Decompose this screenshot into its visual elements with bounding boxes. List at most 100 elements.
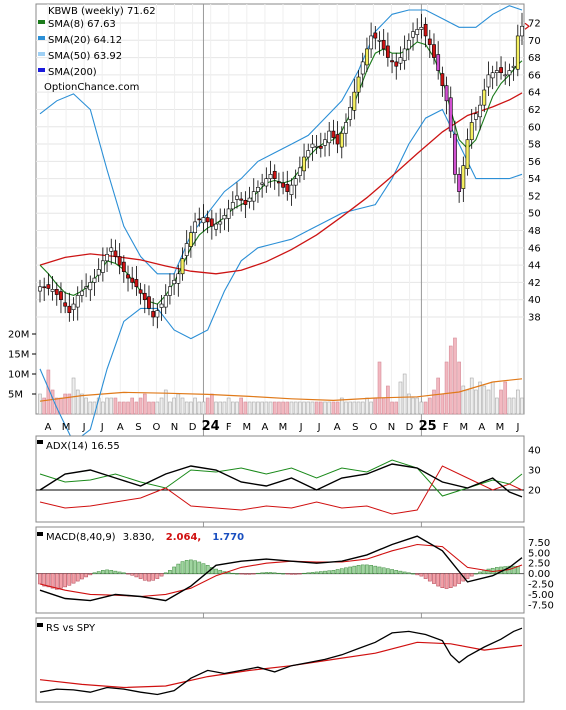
candle-body	[377, 39, 382, 42]
adx-line	[39, 463, 523, 498]
candle-body	[92, 277, 97, 283]
candle-body	[465, 139, 470, 170]
macd-histogram-bar	[92, 572, 97, 574]
volume-bar	[38, 393, 42, 415]
legend-swatch-sma8	[38, 20, 45, 24]
volume-bar	[453, 337, 457, 415]
candle-body	[461, 165, 466, 189]
macd-histogram-bar	[130, 573, 135, 576]
macd-tick-label: 7.50	[528, 538, 550, 549]
candle-body	[117, 256, 122, 266]
macd-histogram-bar	[411, 573, 415, 575]
macd-histogram-bar	[214, 568, 218, 574]
macd-histogram-bar	[432, 573, 436, 584]
volume-bar	[335, 401, 340, 415]
macd-histogram-bar	[184, 560, 189, 574]
macd-histogram-bar	[38, 573, 42, 585]
candle-body	[67, 305, 72, 314]
volume-bar	[289, 401, 294, 415]
volume-bar	[80, 393, 84, 415]
candle-body	[344, 122, 348, 134]
volume-bar	[352, 401, 357, 415]
volume-bar	[122, 401, 126, 415]
volume-bar	[243, 401, 248, 415]
volume-bar	[184, 401, 189, 415]
candle-body	[142, 292, 147, 301]
candle-body	[331, 130, 336, 138]
rs-swatch	[37, 623, 43, 627]
volume-bar	[436, 377, 440, 415]
volume-bar	[386, 385, 390, 415]
candle-body	[50, 289, 55, 292]
x-tick-label: M	[459, 422, 468, 433]
macd-histogram-bar	[306, 572, 311, 574]
candle-body	[285, 183, 290, 192]
price-y-axis: 38 40 42 44 46 48 50 52 54 56 58 60 62 64 66 68 70 72	[528, 18, 541, 323]
volume-bar	[427, 397, 432, 415]
rs-panel-frame	[35, 617, 525, 703]
candle-body	[432, 44, 436, 58]
candle-body	[239, 198, 244, 201]
macd-histogram-bar	[75, 573, 80, 582]
macd-hist-value: 1.770	[212, 532, 244, 543]
candle-body	[247, 197, 252, 202]
x-tick-label: M	[496, 422, 505, 433]
candle-body	[100, 260, 105, 273]
adx-swatch	[37, 440, 43, 444]
x-tick-label: D	[406, 422, 414, 433]
price-tick-label: 64	[528, 88, 541, 99]
volume-bar	[415, 397, 420, 415]
di-plus-line	[39, 459, 523, 497]
candle-body	[499, 67, 503, 74]
candle-body	[339, 132, 344, 148]
volume-tick-label: 20M	[8, 330, 29, 341]
candle-body	[436, 54, 441, 71]
macd-histogram-bar	[226, 572, 231, 574]
candle-body	[289, 184, 294, 195]
volume-bar	[218, 401, 223, 415]
candle-body	[482, 89, 487, 106]
macd-histogram-bar	[268, 572, 273, 574]
macd-histogram-bar	[318, 571, 323, 574]
volume-tick-label: 15M	[8, 350, 29, 361]
price-tick-label: 46	[528, 243, 541, 254]
macd-histogram-bar	[117, 571, 122, 574]
macd-histogram-bar	[218, 570, 223, 574]
price-tick-label: 68	[528, 53, 541, 64]
volume-bar	[306, 401, 311, 415]
volume-bar	[88, 401, 93, 415]
macd-histogram-bar	[142, 573, 147, 581]
macd-histogram-bar	[415, 573, 420, 576]
macd-histogram-bar	[298, 573, 302, 575]
candle-body	[80, 290, 84, 296]
candle-body	[230, 202, 235, 210]
x-tick-label: A	[117, 422, 124, 433]
volume-bar	[285, 401, 290, 415]
macd-histogram-bar	[71, 573, 76, 584]
macd-histogram-bar	[478, 571, 482, 574]
macd-histogram-bar	[365, 564, 369, 574]
x-tick-label: A	[262, 422, 269, 433]
macd-value: 3.830,	[123, 532, 155, 543]
x-tick-label: O	[153, 422, 161, 433]
macd-tick-label: -5.00	[528, 590, 554, 601]
price-tick-label: 38	[528, 313, 541, 324]
volume-bar	[356, 401, 361, 415]
macd-histogram-bar	[310, 572, 315, 574]
macd-histogram-bar	[344, 567, 348, 574]
volume-bar	[444, 361, 449, 415]
candle-body	[235, 195, 239, 200]
volume-bar	[516, 389, 520, 415]
volume-bar	[327, 401, 332, 415]
macd-histogram-bar	[302, 572, 306, 574]
candle-body	[59, 291, 63, 301]
candle-body	[503, 74, 508, 77]
macd-histogram-bar	[239, 573, 244, 575]
volume-bar	[63, 393, 67, 415]
macd-signal-value: 2.064,	[166, 532, 201, 543]
candle-body	[54, 289, 59, 295]
macd-panel-frame	[35, 526, 525, 614]
candle-body	[113, 250, 118, 257]
